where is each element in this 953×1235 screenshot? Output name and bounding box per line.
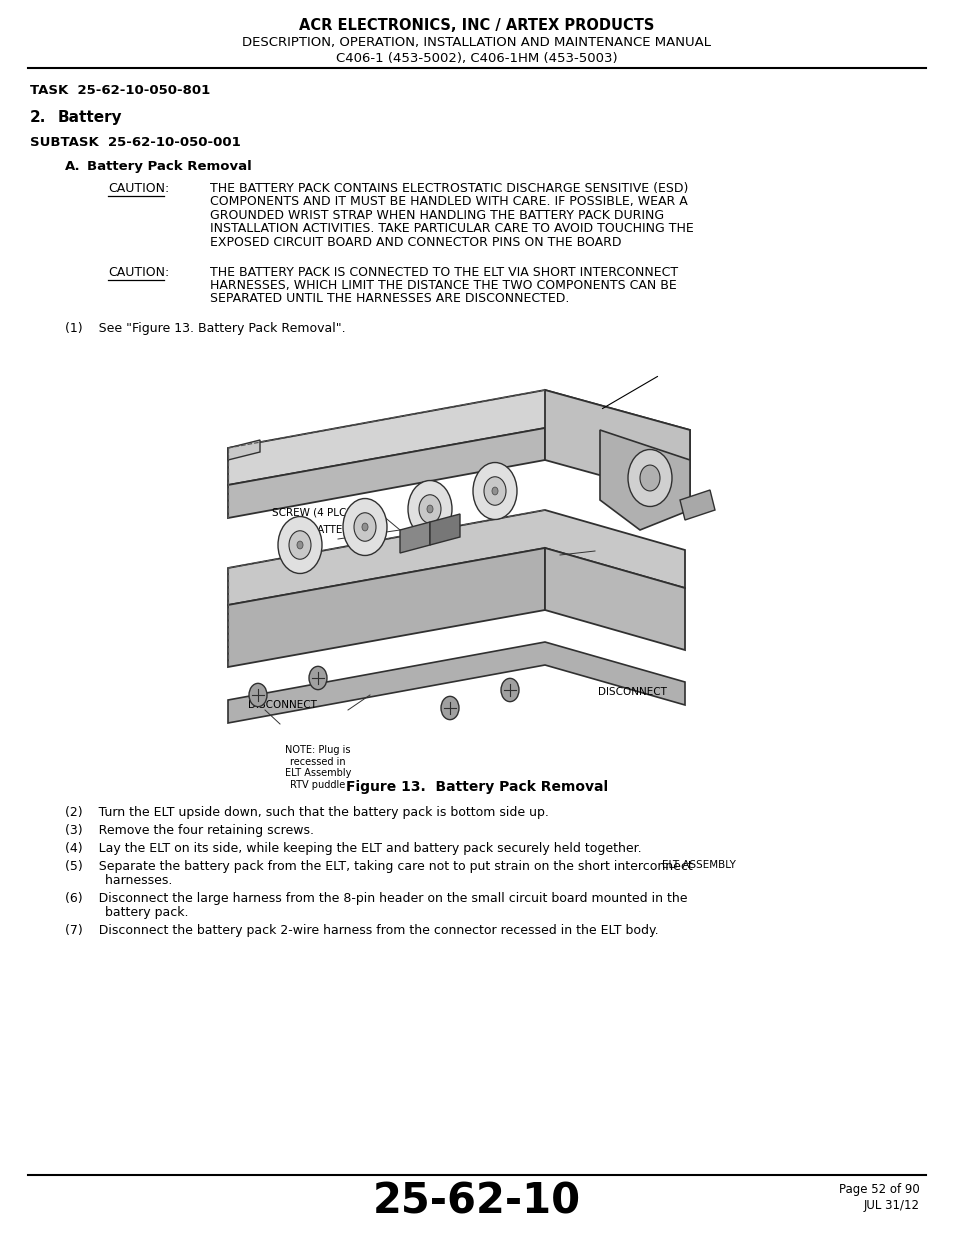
Text: SCREW (4 PLCS): SCREW (4 PLCS): [273, 508, 357, 517]
Circle shape: [343, 499, 387, 556]
Polygon shape: [228, 510, 684, 605]
Circle shape: [492, 487, 497, 495]
Polygon shape: [399, 522, 430, 553]
Polygon shape: [228, 429, 544, 517]
Text: JUL 31/12: JUL 31/12: [863, 1199, 919, 1212]
Circle shape: [427, 505, 433, 513]
Polygon shape: [544, 390, 689, 500]
Text: DISCONNECT: DISCONNECT: [598, 687, 666, 697]
Circle shape: [500, 678, 518, 701]
Polygon shape: [679, 490, 714, 520]
Text: INSTALLATION ACTIVITIES. TAKE PARTICULAR CARE TO AVOID TOUCHING THE: INSTALLATION ACTIVITIES. TAKE PARTICULAR…: [210, 222, 693, 236]
Circle shape: [296, 541, 303, 548]
Text: Battery: Battery: [58, 110, 123, 125]
Text: BATTERY PACK: BATTERY PACK: [310, 525, 385, 535]
Polygon shape: [599, 430, 689, 530]
Polygon shape: [228, 548, 544, 667]
Text: Battery Pack Removal: Battery Pack Removal: [87, 161, 252, 173]
Text: COMPONENTS AND IT MUST BE HANDLED WITH CARE. IF POSSIBLE, WEAR A: COMPONENTS AND IT MUST BE HANDLED WITH C…: [210, 195, 687, 209]
Circle shape: [639, 466, 659, 492]
Text: DESCRIPTION, OPERATION, INSTALLATION AND MAINTENANCE MANUAL: DESCRIPTION, OPERATION, INSTALLATION AND…: [242, 36, 711, 49]
Text: battery pack.: battery pack.: [65, 906, 189, 919]
Text: (2)    Turn the ELT upside down, such that the battery pack is bottom side up.: (2) Turn the ELT upside down, such that …: [65, 806, 548, 819]
Text: THE BATTERY PACK IS CONNECTED TO THE ELT VIA SHORT INTERCONNECT: THE BATTERY PACK IS CONNECTED TO THE ELT…: [210, 266, 678, 279]
Text: SEPARATED UNTIL THE HARNESSES ARE DISCONNECTED.: SEPARATED UNTIL THE HARNESSES ARE DISCON…: [210, 293, 569, 305]
Text: ACR ELECTRONICS, INC / ARTEX PRODUCTS: ACR ELECTRONICS, INC / ARTEX PRODUCTS: [299, 19, 654, 33]
Circle shape: [309, 667, 327, 689]
Polygon shape: [228, 390, 689, 485]
Circle shape: [473, 463, 517, 520]
Text: EXPOSED CIRCUIT BOARD AND CONNECTOR PINS ON THE BOARD: EXPOSED CIRCUIT BOARD AND CONNECTOR PINS…: [210, 236, 620, 249]
Circle shape: [289, 531, 311, 559]
Text: C406-1 (453-5002), C406-1HM (453-5003): C406-1 (453-5002), C406-1HM (453-5003): [335, 52, 618, 65]
Text: NOTE: Plug is
recessed in
ELT Assembly
RTV puddle: NOTE: Plug is recessed in ELT Assembly R…: [285, 745, 351, 790]
Text: CAUTION:: CAUTION:: [108, 182, 169, 195]
Text: TASK  25-62-10-050-801: TASK 25-62-10-050-801: [30, 84, 210, 98]
Text: (6)    Disconnect the large harness from the 8-pin header on the small circuit b: (6) Disconnect the large harness from th…: [65, 892, 687, 905]
Text: (3)    Remove the four retaining screws.: (3) Remove the four retaining screws.: [65, 824, 314, 837]
Text: A.: A.: [65, 161, 81, 173]
Circle shape: [418, 495, 440, 524]
Circle shape: [483, 477, 505, 505]
Circle shape: [627, 450, 671, 506]
Text: Page 52 of 90: Page 52 of 90: [839, 1183, 919, 1195]
Text: 25-62-10: 25-62-10: [373, 1179, 580, 1221]
Text: CAUTION:: CAUTION:: [108, 266, 169, 279]
Text: (7)    Disconnect the battery pack 2-wire harness from the connector recessed in: (7) Disconnect the battery pack 2-wire h…: [65, 924, 658, 937]
Text: SUBTASK  25-62-10-050-001: SUBTASK 25-62-10-050-001: [30, 136, 240, 149]
Circle shape: [277, 516, 322, 573]
Text: HARNESSES, WHICH LIMIT THE DISTANCE THE TWO COMPONENTS CAN BE: HARNESSES, WHICH LIMIT THE DISTANCE THE …: [210, 279, 676, 291]
Polygon shape: [228, 642, 684, 722]
Circle shape: [361, 524, 368, 531]
Polygon shape: [430, 514, 459, 545]
Text: (1)    See "Figure 13. Battery Pack Removal".: (1) See "Figure 13. Battery Pack Removal…: [65, 322, 345, 335]
Text: ELT ASSEMBLY: ELT ASSEMBLY: [661, 860, 735, 869]
Polygon shape: [228, 440, 260, 459]
Text: harnesses.: harnesses.: [65, 874, 172, 887]
Text: Figure 13.  Battery Pack Removal: Figure 13. Battery Pack Removal: [346, 781, 607, 794]
Polygon shape: [544, 548, 684, 650]
Text: (4)    Lay the ELT on its side, while keeping the ELT and battery pack securely : (4) Lay the ELT on its side, while keepi…: [65, 842, 641, 855]
Text: DISCONNECT: DISCONNECT: [248, 700, 316, 710]
Text: 2.: 2.: [30, 110, 47, 125]
Circle shape: [440, 697, 458, 720]
Text: THE BATTERY PACK CONTAINS ELECTROSTATIC DISCHARGE SENSITIVE (ESD): THE BATTERY PACK CONTAINS ELECTROSTATIC …: [210, 182, 688, 195]
Circle shape: [408, 480, 452, 537]
Text: GROUNDED WRIST STRAP WHEN HANDLING THE BATTERY PACK DURING: GROUNDED WRIST STRAP WHEN HANDLING THE B…: [210, 209, 663, 222]
Circle shape: [354, 513, 375, 541]
Circle shape: [249, 683, 267, 706]
Text: (5)    Separate the battery pack from the ELT, taking care not to put strain on : (5) Separate the battery pack from the E…: [65, 860, 692, 873]
